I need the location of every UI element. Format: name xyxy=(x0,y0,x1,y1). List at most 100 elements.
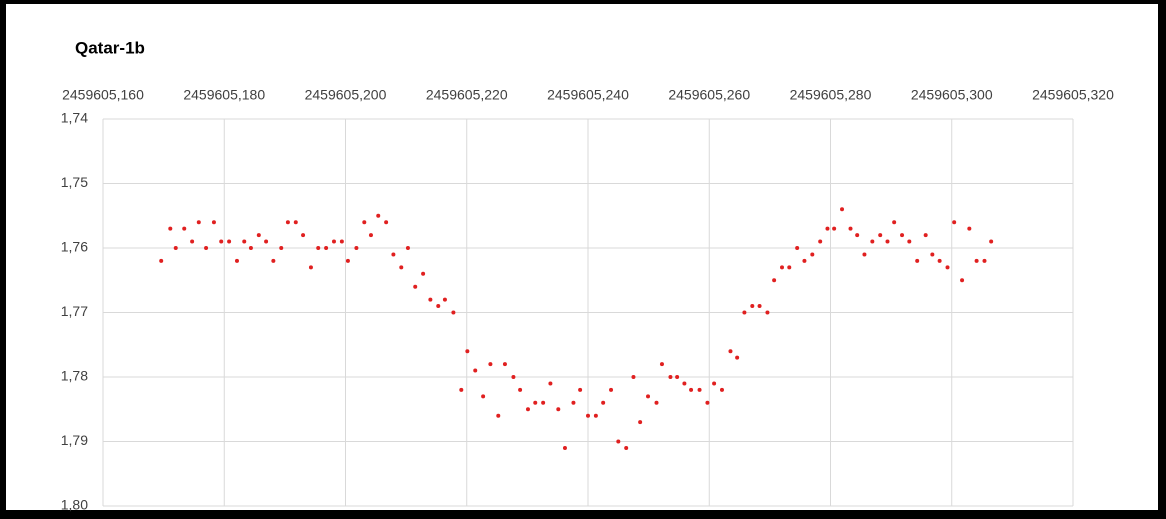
data-point xyxy=(654,400,659,405)
data-point xyxy=(586,413,590,418)
data-point xyxy=(697,387,702,392)
data-point xyxy=(832,226,837,231)
data-point xyxy=(967,226,972,231)
data-point xyxy=(391,252,396,257)
x-tick-label: 2459605,240 xyxy=(547,87,629,103)
data-point xyxy=(923,233,928,238)
data-point xyxy=(324,246,329,250)
x-tick-label: 2459605,220 xyxy=(426,87,508,103)
data-point xyxy=(907,239,912,244)
data-point xyxy=(982,258,987,263)
data-point xyxy=(451,310,456,315)
data-point xyxy=(339,239,344,244)
data-point xyxy=(705,400,710,405)
data-point xyxy=(436,304,441,309)
data-point xyxy=(502,362,507,367)
data-point xyxy=(285,220,290,225)
data-point xyxy=(728,349,733,354)
data-point xyxy=(772,278,777,283)
data-point xyxy=(182,226,187,231)
data-point xyxy=(659,362,664,367)
data-point xyxy=(384,220,389,225)
data-point xyxy=(787,265,792,270)
y-tick-label: 1,79 xyxy=(61,432,88,448)
data-point xyxy=(974,258,979,263)
data-point xyxy=(368,233,373,238)
data-point xyxy=(810,252,815,257)
data-point xyxy=(892,220,897,225)
y-tick-label: 1,77 xyxy=(61,303,88,319)
data-point xyxy=(316,246,321,250)
x-tick-label: 2459605,180 xyxy=(183,87,265,103)
x-tick-label: 2459605,260 xyxy=(668,87,750,103)
data-point xyxy=(900,233,905,238)
data-point xyxy=(675,375,680,379)
data-point xyxy=(256,233,261,238)
y-tick-label: 1,75 xyxy=(61,174,88,190)
data-point xyxy=(293,220,298,225)
data-point xyxy=(376,213,381,218)
data-point xyxy=(682,381,687,386)
data-point xyxy=(578,387,583,392)
data-point xyxy=(930,252,935,257)
data-point xyxy=(735,355,740,360)
data-point xyxy=(173,246,178,250)
data-point xyxy=(481,394,486,399)
x-tick-label: 2459605,300 xyxy=(911,87,993,103)
data-point xyxy=(571,400,576,405)
y-tick-label: 1,78 xyxy=(61,368,88,384)
x-tick-label: 2459605,320 xyxy=(1032,87,1114,103)
data-point xyxy=(227,239,232,244)
y-tick-label: 1,76 xyxy=(61,239,88,255)
data-point xyxy=(190,239,195,244)
data-point xyxy=(878,233,883,238)
data-point xyxy=(345,258,350,263)
data-point xyxy=(331,239,336,244)
x-tick-label: 2459605,280 xyxy=(790,87,872,103)
data-point xyxy=(593,413,598,418)
data-point xyxy=(765,310,770,315)
data-point xyxy=(960,278,965,283)
data-point xyxy=(556,407,561,412)
data-point xyxy=(840,207,845,212)
data-point xyxy=(750,304,755,309)
data-point xyxy=(862,252,867,257)
data-point xyxy=(562,445,567,450)
data-point xyxy=(885,239,890,244)
data-point xyxy=(459,387,464,392)
data-point xyxy=(271,258,276,263)
data-point xyxy=(159,258,164,263)
data-point xyxy=(242,239,247,244)
data-point xyxy=(952,220,957,225)
data-point xyxy=(525,407,530,412)
data-point xyxy=(945,265,950,270)
data-point xyxy=(937,258,942,263)
data-point xyxy=(362,220,367,225)
data-point xyxy=(548,381,553,386)
data-point xyxy=(533,400,538,405)
data-point xyxy=(279,246,284,250)
data-point xyxy=(795,246,800,250)
y-tick-label: 1,80 xyxy=(61,497,88,513)
data-point xyxy=(399,265,404,270)
data-point xyxy=(757,304,762,309)
data-point xyxy=(719,387,724,392)
data-point xyxy=(825,226,830,231)
data-point xyxy=(609,387,614,392)
data-point xyxy=(712,381,717,386)
chart-background xyxy=(6,4,1158,510)
data-point xyxy=(646,394,651,399)
y-tick-label: 1,74 xyxy=(61,110,88,126)
chart-title: Qatar-1b xyxy=(75,38,145,57)
data-point xyxy=(511,375,516,379)
data-point xyxy=(689,387,694,392)
data-point xyxy=(488,362,493,367)
data-point xyxy=(780,265,784,270)
x-tick-label: 2459605,200 xyxy=(305,87,387,103)
data-point xyxy=(248,246,253,250)
data-point xyxy=(473,368,478,373)
data-point xyxy=(638,420,643,425)
data-point xyxy=(624,445,629,450)
x-tick-label: 2459605,160 xyxy=(62,87,144,103)
